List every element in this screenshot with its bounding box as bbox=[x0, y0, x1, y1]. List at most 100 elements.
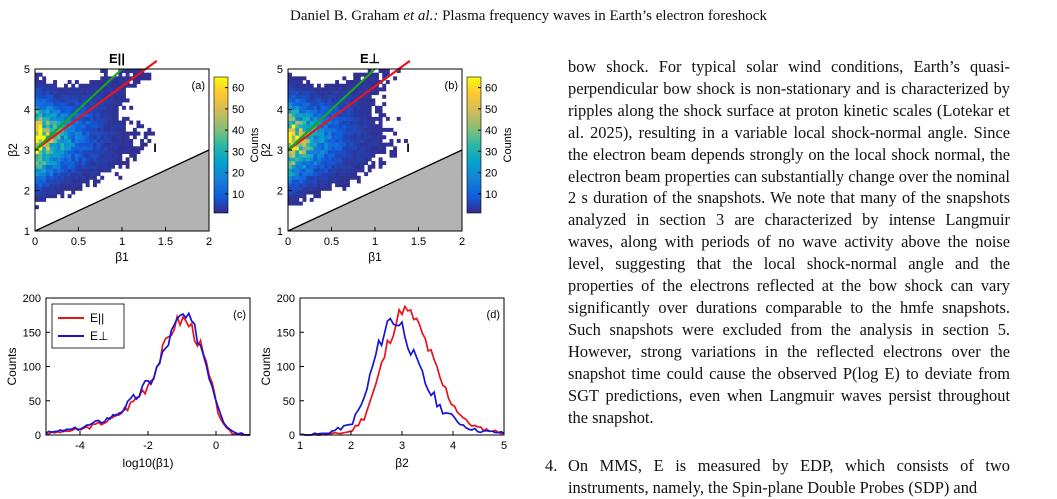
heatmap-cell bbox=[111, 109, 116, 114]
heatmap-cell bbox=[93, 138, 97, 143]
heatmap-cell bbox=[122, 80, 126, 85]
heatmap-cell bbox=[45, 161, 50, 166]
heatmap-cell bbox=[291, 87, 296, 92]
figure: 0 0.5 1 1.5 212345β1β2(a)E||I102030405060Cou… bbox=[5, 51, 514, 470]
colorbar-tick-label: 60 bbox=[485, 83, 497, 95]
heatmap-cell bbox=[349, 91, 354, 96]
heatmap-cell bbox=[96, 164, 101, 169]
heatmap-cell bbox=[71, 87, 76, 92]
heatmap-cell bbox=[324, 131, 329, 136]
heatmap-cell bbox=[49, 150, 54, 154]
heatmap-cell bbox=[35, 94, 39, 99]
heatmap-cell bbox=[56, 113, 61, 118]
heatmap-cell bbox=[288, 183, 292, 188]
legend-entry: E⊥ bbox=[90, 329, 108, 343]
heatmap-cell bbox=[53, 98, 58, 103]
heatmap-cell bbox=[342, 172, 347, 177]
heatmap-cell bbox=[342, 127, 347, 132]
heatmap-cell bbox=[324, 94, 329, 99]
heatmap-cell bbox=[327, 161, 332, 166]
heatmap-cell bbox=[382, 69, 387, 73]
heatmap-cell bbox=[74, 157, 79, 162]
heatmap-cell bbox=[107, 116, 112, 121]
heatmap-cell bbox=[93, 98, 97, 103]
heatmap-cell bbox=[346, 142, 350, 147]
heatmap-cell bbox=[67, 87, 72, 92]
heatmap-cell bbox=[331, 113, 336, 118]
heatmap-cell bbox=[56, 157, 61, 162]
heatmap-cell bbox=[103, 120, 108, 125]
heatmap-cell bbox=[298, 83, 303, 88]
heatmap-cell bbox=[335, 109, 340, 114]
heatmap-cell bbox=[338, 91, 343, 96]
heatmap-cell bbox=[114, 153, 119, 158]
heatmap-cell bbox=[367, 131, 372, 136]
heatmap-cell bbox=[93, 87, 97, 92]
heatmap-cell bbox=[103, 69, 108, 73]
heatmap-cell bbox=[346, 127, 350, 132]
heatmap-cell bbox=[122, 98, 126, 103]
heatmap-cell bbox=[74, 186, 79, 191]
heatmap-cell bbox=[298, 131, 303, 136]
x-tick-label: 0 bbox=[285, 236, 291, 248]
heatmap-cell bbox=[317, 138, 321, 143]
heatmap-cell bbox=[89, 150, 94, 154]
heatmap-cell bbox=[320, 168, 325, 173]
heatmap-cell bbox=[42, 105, 47, 110]
heatmap-cell bbox=[38, 194, 43, 199]
heatmap-cell bbox=[136, 120, 141, 125]
heatmap-cell bbox=[288, 131, 292, 136]
series-red bbox=[299, 304, 505, 436]
colorbar-tick-label: 40 bbox=[232, 125, 244, 137]
heatmap-cell bbox=[118, 150, 123, 154]
heatmap-cell bbox=[291, 94, 296, 99]
heatmap-cell bbox=[42, 142, 47, 147]
heatmap-cell bbox=[335, 138, 340, 143]
heatmap-cell bbox=[356, 150, 361, 154]
heatmap-cell bbox=[295, 190, 300, 195]
heatmap-cell bbox=[129, 153, 134, 158]
heatmap-cell bbox=[122, 91, 126, 96]
y-tick-label: 200 bbox=[23, 293, 41, 305]
y-axis-label: Counts bbox=[5, 347, 19, 385]
heatmap-cell bbox=[49, 91, 54, 96]
heatmap-cell bbox=[129, 142, 134, 147]
heatmap-cell bbox=[74, 161, 79, 166]
heatmap-cell bbox=[96, 98, 101, 103]
heatmap-cell bbox=[53, 186, 58, 191]
heatmap-cell bbox=[78, 186, 83, 191]
heatmap-cell bbox=[331, 87, 336, 92]
heatmap-cell bbox=[93, 172, 97, 177]
colorbar-tick-label: 10 bbox=[485, 189, 497, 201]
heatmap-cell bbox=[42, 172, 47, 177]
heatmap-cell bbox=[38, 83, 43, 88]
running-header: Daniel B. Graham et al.: Plasma frequenc… bbox=[0, 8, 1057, 25]
heatmap-cell bbox=[93, 168, 97, 173]
heatmap-cell bbox=[35, 168, 39, 173]
heatmap-cell bbox=[56, 164, 61, 169]
heatmap-cell bbox=[295, 186, 300, 191]
heatmap-cell bbox=[60, 98, 65, 103]
heatmap-cell bbox=[85, 161, 90, 166]
heatmap-cell bbox=[338, 175, 343, 180]
heatmap-cell bbox=[346, 109, 350, 114]
heatmap-cell bbox=[129, 69, 134, 73]
heatmap-cell bbox=[53, 161, 58, 166]
heatmap-cell bbox=[49, 172, 54, 177]
heatmap-cell bbox=[302, 153, 307, 158]
heatmap-cell bbox=[147, 127, 152, 132]
heatmap-cell bbox=[298, 172, 303, 177]
heatmap-cell bbox=[96, 131, 101, 136]
heatmap-cell bbox=[118, 153, 123, 158]
heatmap-cell bbox=[49, 157, 54, 162]
heatmap-cell bbox=[306, 186, 311, 191]
heatmap-cell bbox=[324, 146, 329, 151]
heatmap-cell bbox=[349, 172, 354, 177]
heatmap-cell bbox=[45, 98, 50, 103]
heatmap-cell bbox=[288, 127, 292, 132]
heatmap-cell bbox=[313, 157, 318, 162]
heatmap-cell bbox=[103, 138, 108, 143]
header-title: Plasma frequency waves in Earth’s electr… bbox=[442, 8, 767, 24]
heatmap-cell bbox=[78, 142, 83, 147]
heatmap-cell bbox=[122, 105, 126, 110]
